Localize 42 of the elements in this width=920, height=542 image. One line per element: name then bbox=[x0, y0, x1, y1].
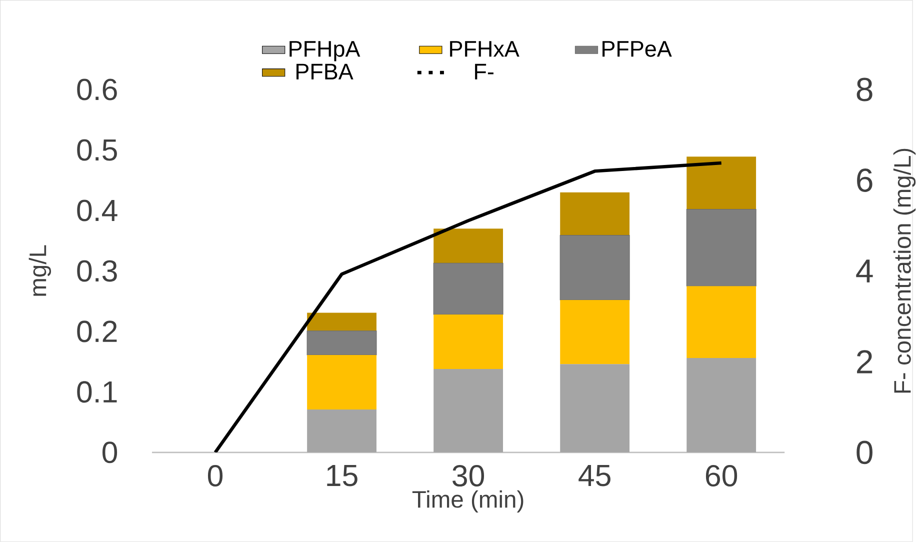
x-tick-label: 60 bbox=[706, 465, 738, 487]
y2-tick-label: 6 bbox=[857, 168, 872, 192]
legend-label: PFHxA bbox=[450, 41, 520, 57]
line-series bbox=[214, 161, 723, 452]
bar bbox=[306, 330, 377, 356]
bar bbox=[686, 286, 756, 358]
legend-label: PFPeA bbox=[602, 41, 672, 57]
y-tick-label: 0.3 bbox=[77, 260, 117, 282]
y2-axis-title: F- concentration (mg/L) bbox=[893, 148, 916, 393]
y-tick-label: 0.5 bbox=[77, 139, 117, 161]
y2-tick-label: 2 bbox=[857, 350, 872, 374]
y2-tick-label: 8 bbox=[856, 78, 872, 102]
bar bbox=[434, 314, 503, 369]
y-tick-label: 0.6 bbox=[77, 78, 117, 100]
y2-tick-label: 4 bbox=[856, 260, 873, 282]
bar bbox=[560, 364, 630, 452]
bar bbox=[434, 368, 503, 452]
bar bbox=[686, 209, 756, 286]
y-axis-title: mg/L bbox=[28, 245, 52, 296]
y2-tick-label: 0 bbox=[856, 440, 872, 464]
bar bbox=[307, 355, 376, 410]
bar bbox=[434, 228, 503, 264]
x-axis-title: Time (min) bbox=[412, 490, 524, 513]
legend-label: F- bbox=[475, 64, 494, 80]
x-tick-label: 30 bbox=[452, 465, 484, 487]
bar bbox=[560, 192, 630, 236]
bar bbox=[307, 410, 376, 452]
y-tick-label: 0.2 bbox=[77, 320, 117, 342]
x-tick-label: 15 bbox=[327, 465, 358, 486]
bar bbox=[307, 312, 376, 331]
bar bbox=[433, 262, 504, 315]
y-tick-label: 0.1 bbox=[77, 381, 117, 403]
bar bbox=[560, 235, 630, 300]
x-tick-label: 45 bbox=[578, 465, 610, 486]
bar bbox=[686, 358, 756, 452]
y-tick-label: 0.4 bbox=[77, 200, 118, 222]
bar bbox=[560, 300, 630, 364]
y-tick-label: 0 bbox=[102, 442, 118, 464]
bar bbox=[686, 156, 756, 210]
legend-label: PFHpA bbox=[290, 41, 360, 62]
legend-label: PFBA bbox=[296, 64, 354, 80]
x-tick-label: 0 bbox=[208, 465, 223, 487]
